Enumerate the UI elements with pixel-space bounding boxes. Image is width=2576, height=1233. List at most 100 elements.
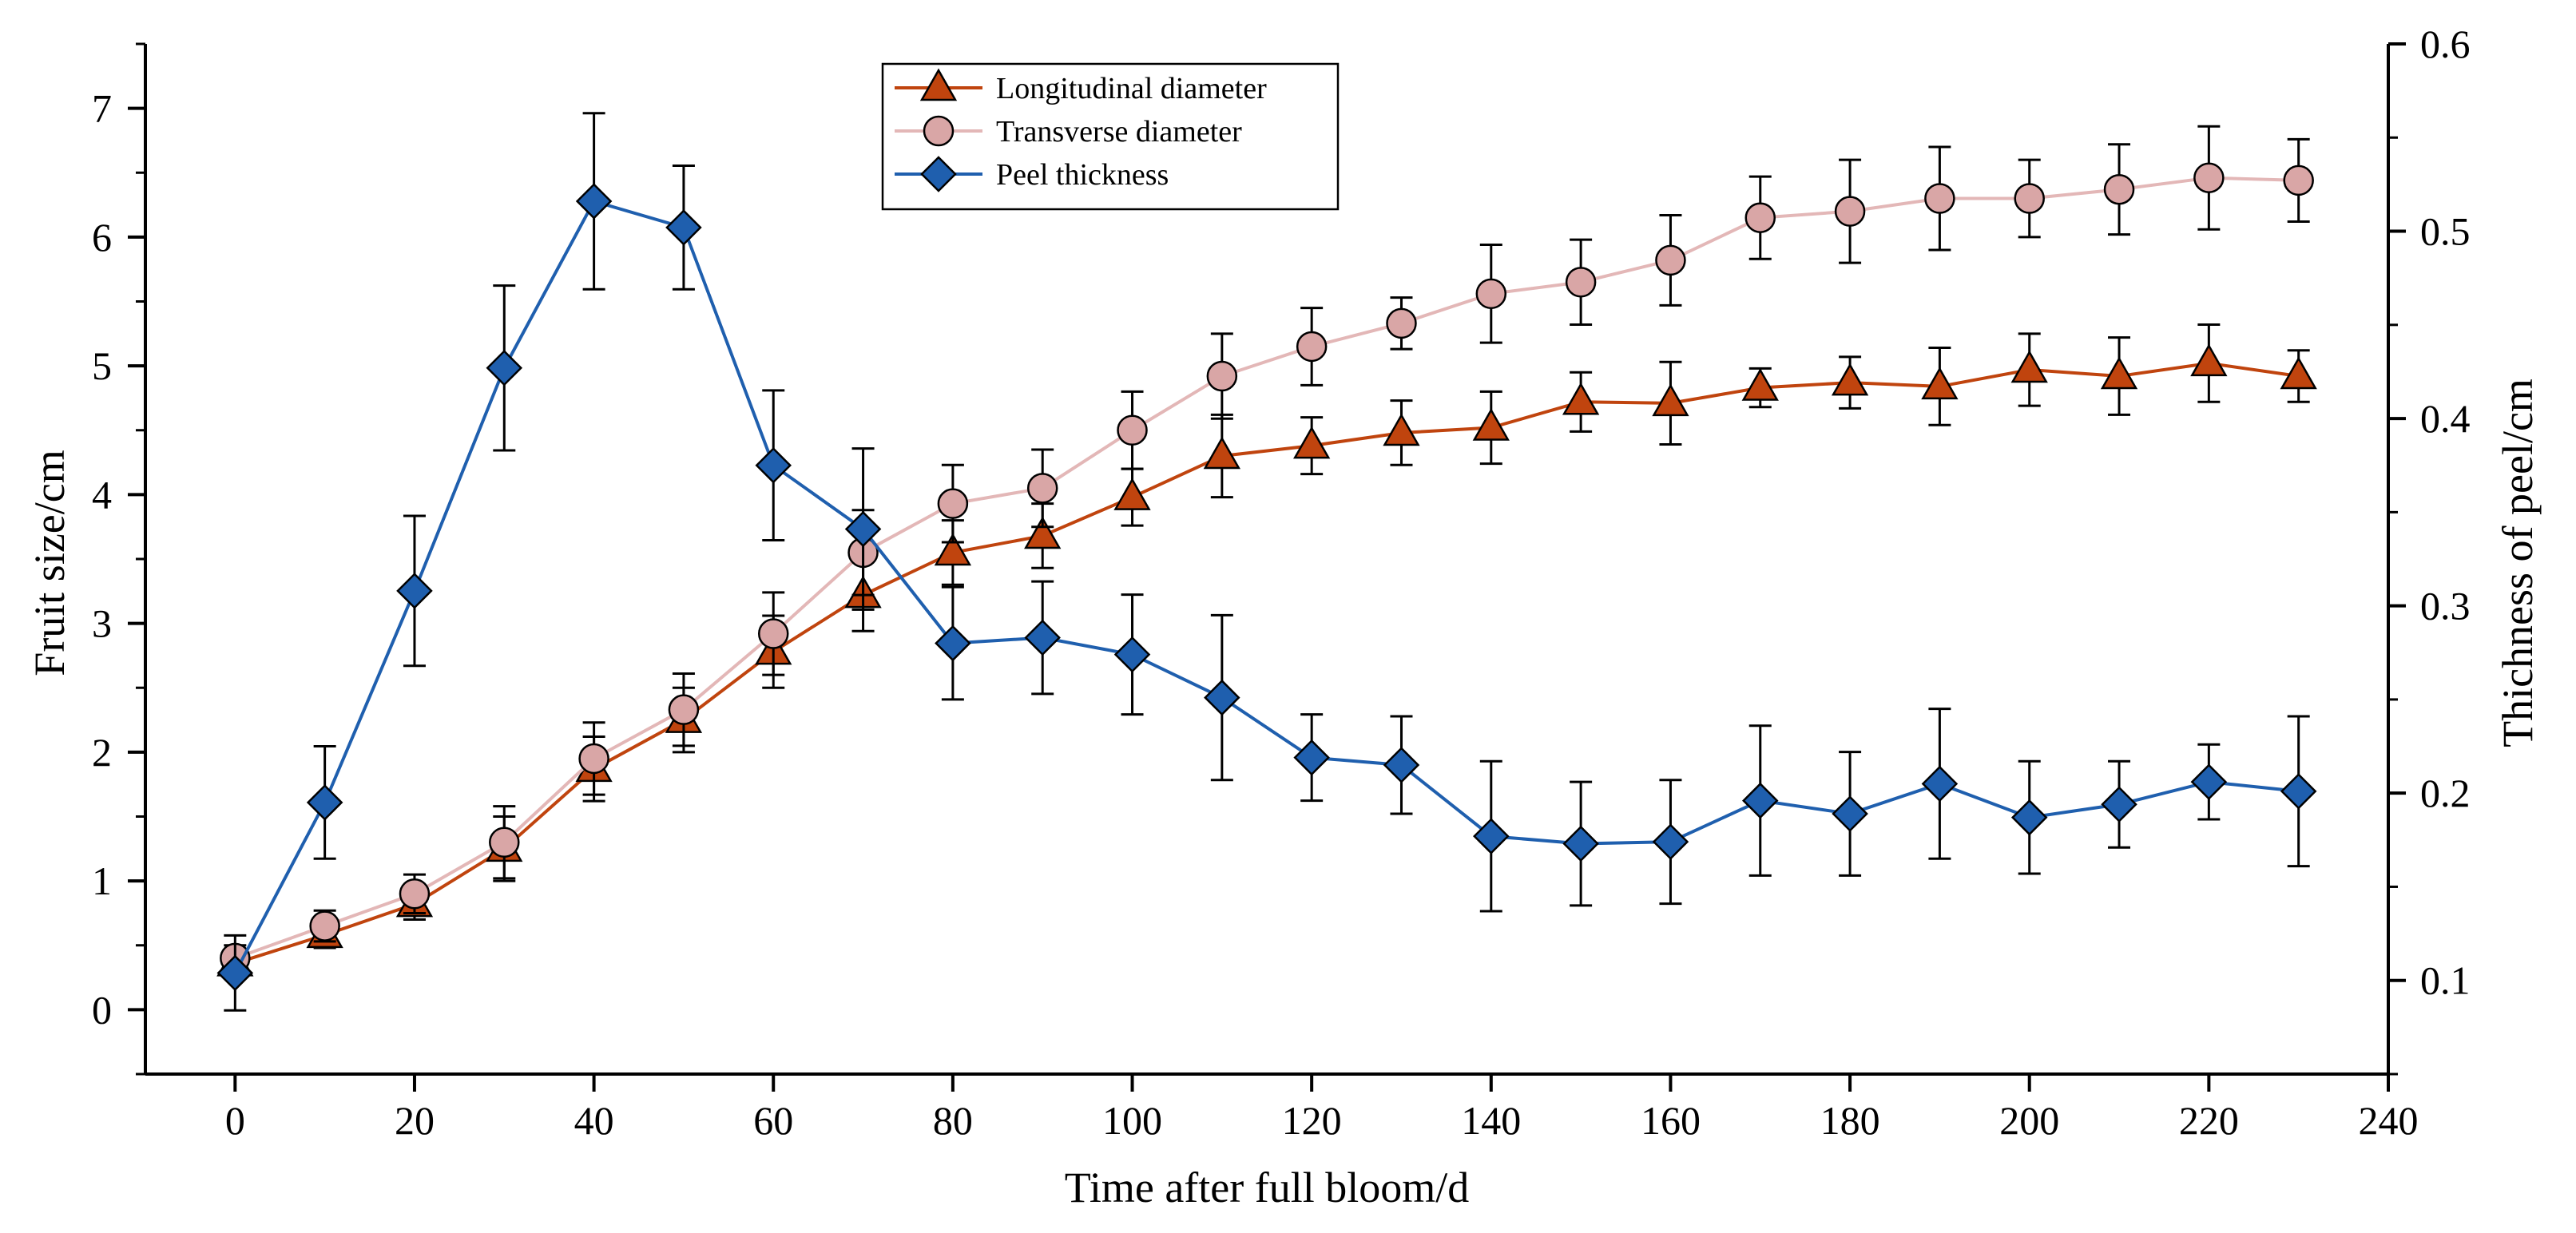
data-point (1562, 382, 1600, 415)
data-point (486, 349, 523, 387)
y-right-tick-label: 0.4 (2420, 396, 2471, 441)
data-point (1834, 196, 1866, 227)
y-right-tick-label: 0.1 (2420, 958, 2471, 1003)
data-point (1831, 363, 1869, 396)
y-left-tick-label: 6 (92, 215, 112, 260)
x-tick-label: 0 (225, 1098, 245, 1143)
data-point (1113, 636, 1151, 673)
data-point (1117, 414, 1148, 446)
data-point (755, 446, 792, 484)
data-point (309, 910, 340, 942)
data-point (489, 827, 520, 858)
data-point (578, 743, 609, 775)
data-point (399, 878, 431, 910)
data-point (1741, 782, 1779, 819)
x-tick-label: 180 (1820, 1098, 1880, 1143)
data-point (1026, 473, 1058, 504)
x-tick-label: 140 (1461, 1098, 1521, 1143)
data-point (1921, 765, 1959, 803)
axes-layer: 0 20 40 60 80 100 120 140 160 180 200 220 240 0 1 2 3 4 5 6… (92, 22, 2471, 1143)
x-axis-title: Time after full bloom/d (1065, 1164, 1469, 1211)
legend-marker (920, 156, 957, 192)
series-1 (220, 125, 2314, 974)
legend-label: Transverse diameter (996, 115, 1242, 149)
data-point (937, 488, 969, 519)
y-right-tick-label: 0.5 (2420, 209, 2471, 254)
data-point (1383, 413, 1420, 446)
y-left-tick-label: 4 (92, 472, 112, 517)
data-point (2100, 356, 2138, 390)
data-point (935, 624, 971, 662)
data-point (1024, 516, 1062, 549)
data-point (1921, 367, 1959, 400)
data-point (1204, 679, 1240, 716)
x-tick-label: 220 (2179, 1098, 2239, 1143)
y-axis-left-title: Fruit size/cm (26, 450, 73, 676)
data-point (1652, 823, 1689, 860)
x-tick-label: 80 (933, 1098, 973, 1143)
data-point (2193, 162, 2225, 193)
legend-marker (923, 115, 955, 147)
data-point (1741, 368, 1779, 401)
data-point (2283, 165, 2314, 196)
y-left-tick-label: 0 (92, 987, 112, 1032)
series-line (234, 361, 2299, 965)
data-point (2280, 356, 2317, 390)
data-point (934, 533, 972, 566)
data-point (1924, 183, 1955, 214)
x-tick-label: 40 (574, 1098, 614, 1143)
data-point (1562, 825, 1599, 862)
data-point (668, 694, 700, 725)
series-line (233, 199, 2299, 974)
series-2 (216, 112, 2317, 1012)
data-point (2014, 183, 2045, 214)
x-tick-label: 200 (1999, 1098, 2059, 1143)
data-point (1386, 307, 1417, 339)
data-point (2010, 799, 2048, 836)
data-point (2190, 763, 2228, 800)
data-point (2103, 173, 2135, 205)
data-point (1293, 739, 1330, 776)
data-point (1293, 426, 1331, 459)
y-left-tick-label: 5 (92, 343, 112, 388)
data-point (2101, 786, 2137, 823)
data-point (575, 183, 613, 220)
data-point (1655, 244, 1686, 276)
x-tick-label: 160 (1641, 1098, 1701, 1143)
y-axis-right-title: Thichness of peel/cm (2494, 379, 2542, 747)
legend: Longitudinal diameter Transverse diameter… (881, 62, 1340, 211)
y-right-tick-label: 0.2 (2420, 771, 2471, 815)
y-left-tick-label: 3 (92, 601, 112, 646)
x-tick-label: 100 (1102, 1098, 1162, 1143)
x-tick-label: 60 (753, 1098, 793, 1143)
data-point (306, 784, 343, 821)
y-right-tick-label: 0.6 (2420, 22, 2471, 66)
data-point (2190, 343, 2228, 377)
series-0 (216, 323, 2317, 977)
y-right-tick-label: 0.3 (2420, 584, 2471, 628)
data-point (396, 573, 433, 609)
x-tick-label: 20 (395, 1098, 435, 1143)
data-point (216, 954, 254, 992)
data-point (2280, 773, 2317, 810)
data-point (844, 510, 882, 548)
data-point (1744, 202, 1776, 233)
data-point (665, 209, 702, 246)
legend-label: Longitudinal diameter (996, 72, 1267, 105)
data-point (1206, 360, 1238, 392)
data-point (1296, 331, 1328, 363)
data-point (1652, 383, 1689, 417)
data-point (1203, 436, 1240, 470)
x-tick-label: 240 (2359, 1098, 2419, 1143)
data-point (1473, 818, 1510, 854)
data-point (1832, 795, 1868, 832)
legend-marker (919, 68, 958, 101)
y-left-tick-label: 2 (92, 730, 112, 775)
x-tick-label: 120 (1282, 1098, 1342, 1143)
series-layer (216, 112, 2317, 1012)
y-left-tick-label: 7 (92, 86, 112, 131)
data-point (1565, 267, 1597, 298)
data-point (1472, 407, 1510, 441)
data-point (2010, 350, 2048, 383)
